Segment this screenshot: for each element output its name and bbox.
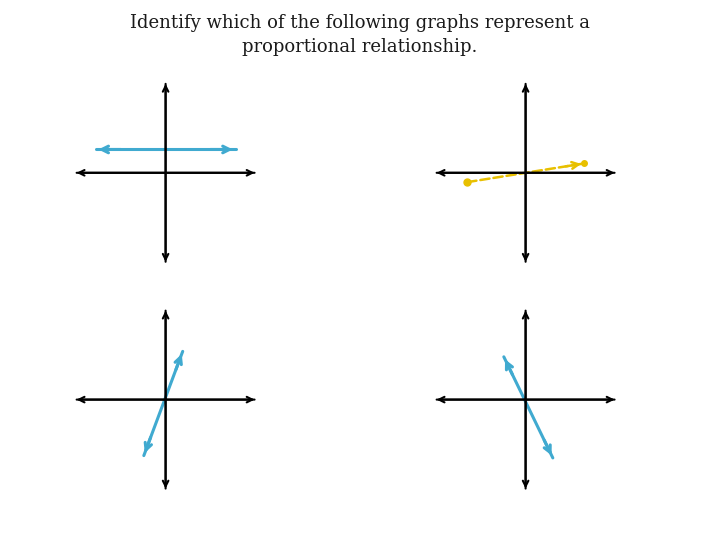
Text: proportional relationship.: proportional relationship.	[243, 38, 477, 56]
Text: Identify which of the following graphs represent a: Identify which of the following graphs r…	[130, 14, 590, 31]
